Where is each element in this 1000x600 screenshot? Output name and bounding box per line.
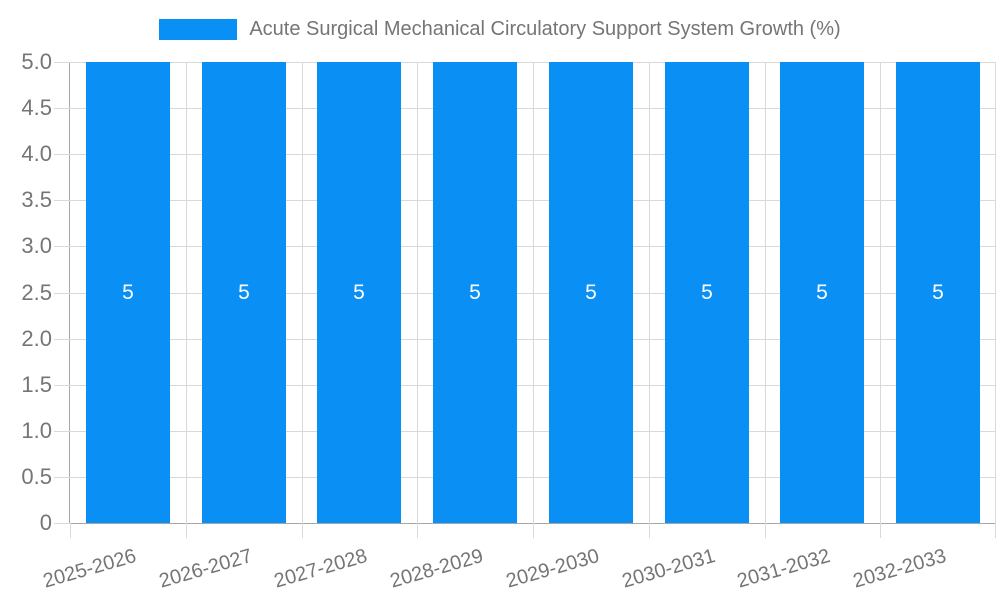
y-axis-tick	[54, 385, 70, 386]
vertical-gridline	[533, 62, 534, 523]
legend-label: Acute Surgical Mechanical Circulatory Su…	[249, 18, 841, 40]
y-axis-tick	[54, 200, 70, 201]
x-axis-tick	[880, 523, 881, 538]
vertical-gridline	[417, 62, 418, 523]
x-axis-tick-label: 2030-2031	[620, 545, 719, 593]
chart-legend: Acute Surgical Mechanical Circulatory Su…	[0, 18, 1000, 41]
y-axis-tick-label: 1.0	[21, 418, 52, 443]
x-axis-tick-label: 2032-2033	[851, 545, 950, 593]
y-axis-tick-label: 2.5	[21, 280, 52, 305]
bar-value-label: 5	[701, 280, 713, 304]
vertical-gridline	[186, 62, 187, 523]
bar[interactable]: 5	[433, 62, 517, 523]
x-axis-tick-label: 2028-2029	[388, 545, 487, 593]
bar-value-label: 5	[238, 280, 250, 304]
plot-area: 5 5 5 5 5 5 5 5	[54, 62, 996, 538]
y-axis-tick	[54, 523, 70, 524]
x-axis-tick	[186, 523, 187, 538]
x-axis-tick-label: 2025-2026	[41, 545, 140, 593]
x-axis-tick	[649, 523, 650, 538]
vertical-gridline	[649, 62, 650, 523]
y-axis-tick	[54, 154, 70, 155]
legend-item[interactable]: Acute Surgical Mechanical Circulatory Su…	[159, 18, 841, 41]
x-axis-labels: 2025-2026 2026-2027 2027-2028 2028-2029 2029…	[41, 523, 995, 600]
bar[interactable]: 5	[317, 62, 401, 523]
y-axis-tick-label: 1.5	[21, 372, 52, 397]
vertical-gridline	[880, 62, 881, 523]
y-axis-tick-label: 3.5	[21, 187, 52, 212]
bar-value-label: 5	[816, 280, 828, 304]
y-axis-tick-label: 4.5	[21, 95, 52, 120]
bar-value-label: 5	[353, 280, 365, 304]
x-axis-tick-label: 2031-2032	[735, 545, 834, 593]
bar[interactable]: 5	[202, 62, 286, 523]
x-axis-tick	[765, 523, 766, 538]
x-axis-tick	[302, 523, 303, 538]
x-axis-tick-label: 2029-2030	[504, 545, 603, 593]
x-axis-tick-label: 2026-2027	[157, 545, 256, 593]
y-axis-tick-label: 0.5	[21, 464, 52, 489]
y-axis-tick	[54, 477, 70, 478]
vertical-gridline	[995, 62, 996, 523]
vertical-gridline	[765, 62, 766, 523]
bar-value-label: 5	[585, 280, 597, 304]
x-axis-tick	[70, 523, 71, 538]
bar-value-label: 5	[122, 280, 134, 304]
x-axis-tick-label: 2027-2028	[272, 545, 371, 593]
y-axis-tick-label: 4.0	[21, 141, 52, 166]
x-axis-tick	[417, 523, 418, 538]
y-axis-tick	[54, 431, 70, 432]
y-axis-tick-label: 2.0	[21, 326, 52, 351]
bar-value-label: 5	[932, 280, 944, 304]
x-axis-tick	[533, 523, 534, 538]
y-axis-labels: 0 0.5 1.0 1.5 2.0 2.5 3.0 3.5 4.0 4.5 5.0	[0, 50, 52, 535]
x-axis-tick	[995, 523, 996, 538]
y-axis-tick	[54, 293, 70, 294]
bar-value-label: 5	[469, 280, 481, 304]
bar[interactable]: 5	[549, 62, 633, 523]
vertical-gridline	[302, 62, 303, 523]
y-axis-tick	[54, 62, 70, 63]
y-axis-tick-label: 5.0	[21, 49, 52, 74]
bar[interactable]: 5	[86, 62, 170, 523]
y-axis-tick-label: 0	[39, 510, 52, 535]
bar[interactable]: 5	[896, 62, 980, 523]
y-axis-tick-label: 3.0	[21, 233, 52, 258]
bar[interactable]: 5	[665, 62, 749, 523]
y-axis-tick	[54, 246, 70, 247]
bar[interactable]: 5	[780, 62, 864, 523]
y-axis-tick	[54, 339, 70, 340]
y-axis-tick	[54, 108, 70, 109]
legend-swatch-icon	[159, 19, 238, 40]
